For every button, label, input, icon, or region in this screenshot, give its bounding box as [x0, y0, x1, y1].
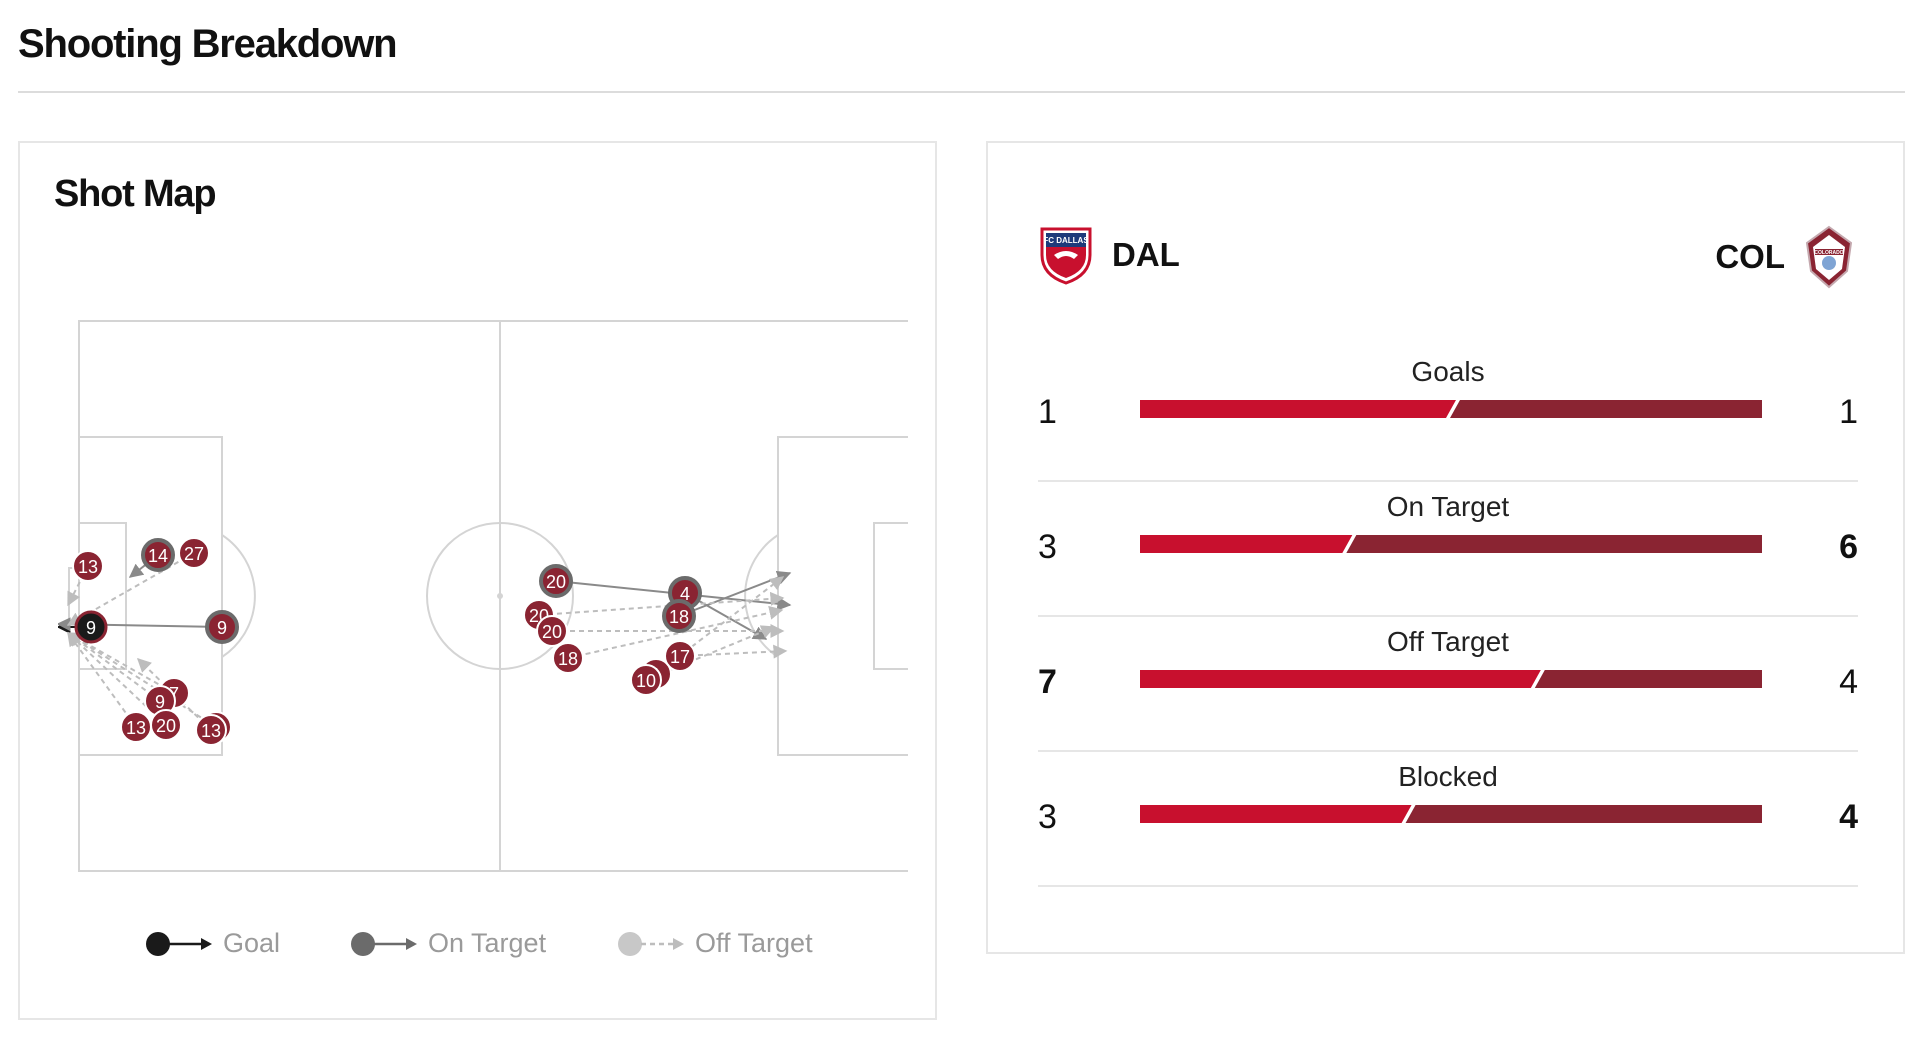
shot-trajectory [66, 632, 175, 694]
shot-marker[interactable]: 27 [178, 537, 210, 569]
stat-bar-home [1140, 670, 1541, 688]
soccer-pitch: 9914271379132013132041820201817110 [58, 320, 908, 872]
shot-map-panel: Shot Map 9914271379132013132041820201817… [18, 141, 937, 1020]
stat-row: Off Target 7 4 [1038, 618, 1858, 752]
away-team-abbr: COL [1715, 238, 1785, 275]
stat-comparison-bar [1140, 400, 1762, 418]
legend-off-target: Off Target [617, 928, 813, 959]
stat-bar-home [1140, 805, 1412, 823]
shot-trajectory [538, 591, 785, 616]
stat-bar-home [1140, 535, 1353, 553]
shot-map-legend: Goal On Target Off Target [20, 928, 935, 968]
on-target-arrow-icon [351, 931, 417, 956]
shot-marker[interactable]: 18 [552, 642, 584, 674]
stat-bar-away [1534, 670, 1762, 688]
shot-player-number: 13 [78, 557, 98, 577]
shot-player-number: 18 [669, 607, 689, 627]
pitch-markings [68, 320, 908, 872]
shot-marker[interactable]: 18 [662, 599, 696, 633]
shot-trajectory [67, 565, 89, 607]
legend-on-target-label: On Target [428, 928, 547, 958]
shot-trajectory [136, 658, 212, 731]
shot-player-number: 20 [542, 622, 562, 642]
stat-home-value: 3 [1038, 798, 1057, 836]
shot-player-number: 20 [156, 716, 176, 736]
shot-trajectory [67, 631, 137, 728]
stat-bar-home [1140, 400, 1456, 418]
shot-marker[interactable]: 10 [630, 664, 662, 696]
shot-player-number: 18 [558, 649, 578, 669]
shot-player-number: 27 [184, 544, 204, 564]
stat-row: Blocked 3 4 [1038, 753, 1858, 887]
shot-marker[interactable]: 13 [195, 714, 227, 746]
shot-marker[interactable]: 13 [72, 550, 104, 582]
shot-player-number: 13 [126, 718, 146, 738]
shot-marker[interactable]: 14 [141, 538, 175, 572]
shot-map-title: Shot Map [54, 173, 217, 215]
shot-marker[interactable]: 13 [120, 711, 152, 743]
shot-marker[interactable]: 9 [205, 610, 239, 644]
shot-marker[interactable]: 9 [74, 610, 108, 644]
stat-home-value: 7 [1038, 663, 1057, 701]
stat-bar-away [1405, 805, 1762, 823]
legend-off-target-label: Off Target [695, 928, 813, 958]
legend-goal-label: Goal [223, 928, 281, 958]
shot-player-number: 17 [670, 647, 690, 667]
stat-label: Goals [1411, 356, 1485, 387]
shot-marker[interactable]: 17 [664, 640, 696, 672]
shot-player-number: 9 [155, 692, 165, 712]
home-team: FC DALLAS DAL [1038, 225, 1180, 285]
stat-bar-away [1450, 400, 1762, 418]
stat-away-value: 4 [1839, 798, 1858, 836]
stat-home-value: 1 [1038, 393, 1057, 431]
legend-goal: Goal [145, 928, 280, 959]
stat-bar-away [1346, 535, 1762, 553]
svg-text:COLORADO: COLORADO [1814, 250, 1843, 256]
shot-player-number: 14 [148, 546, 168, 566]
section-title: Shooting Breakdown [18, 22, 398, 66]
shot-trajectory [66, 632, 161, 702]
legend-on-target: On Target [350, 928, 546, 959]
stat-away-value: 6 [1839, 528, 1858, 566]
divider [18, 91, 1905, 93]
shot-player-number: 10 [636, 671, 656, 691]
stat-row: Goals 1 1 [1038, 348, 1858, 482]
stat-away-value: 1 [1839, 393, 1858, 431]
stat-label: Off Target [1387, 626, 1509, 657]
stat-comparison-bar [1140, 535, 1762, 553]
away-team: COL COLORADO [1715, 225, 1855, 289]
shot-player-number: 9 [217, 618, 227, 638]
shot-player-number: 13 [201, 721, 221, 741]
stat-row: On Target 3 6 [1038, 483, 1858, 617]
shot-marker[interactable]: 20 [150, 709, 182, 741]
stat-comparison-bar [1140, 670, 1762, 688]
stat-label: On Target [1386, 491, 1510, 522]
shot-player-number: 9 [86, 618, 96, 638]
goal-arrow-icon [146, 931, 212, 956]
svg-text:FC DALLAS: FC DALLAS [1043, 236, 1089, 245]
stat-label: Blocked [1398, 761, 1498, 792]
team-stats-panel: FC DALLAS DAL COL COLORADO Goals 1 1 On Tar… [986, 141, 1905, 954]
shot-marker[interactable]: 20 [536, 615, 568, 647]
colorado-rapids-crest-icon: COLORADO [1805, 225, 1853, 289]
shot-player-number: 4 [680, 584, 690, 604]
shot-marker[interactable]: 20 [539, 564, 573, 598]
stat-comparison-bar [1140, 805, 1762, 823]
fc-dallas-crest-icon: FC DALLAS [1040, 227, 1092, 285]
stat-home-value: 3 [1038, 528, 1057, 566]
shot-player-number: 20 [546, 572, 566, 592]
shot-trajectory [567, 605, 784, 659]
home-team-abbr: DAL [1112, 236, 1180, 273]
off-target-arrow-icon [618, 931, 684, 956]
stat-away-value: 4 [1839, 663, 1858, 701]
